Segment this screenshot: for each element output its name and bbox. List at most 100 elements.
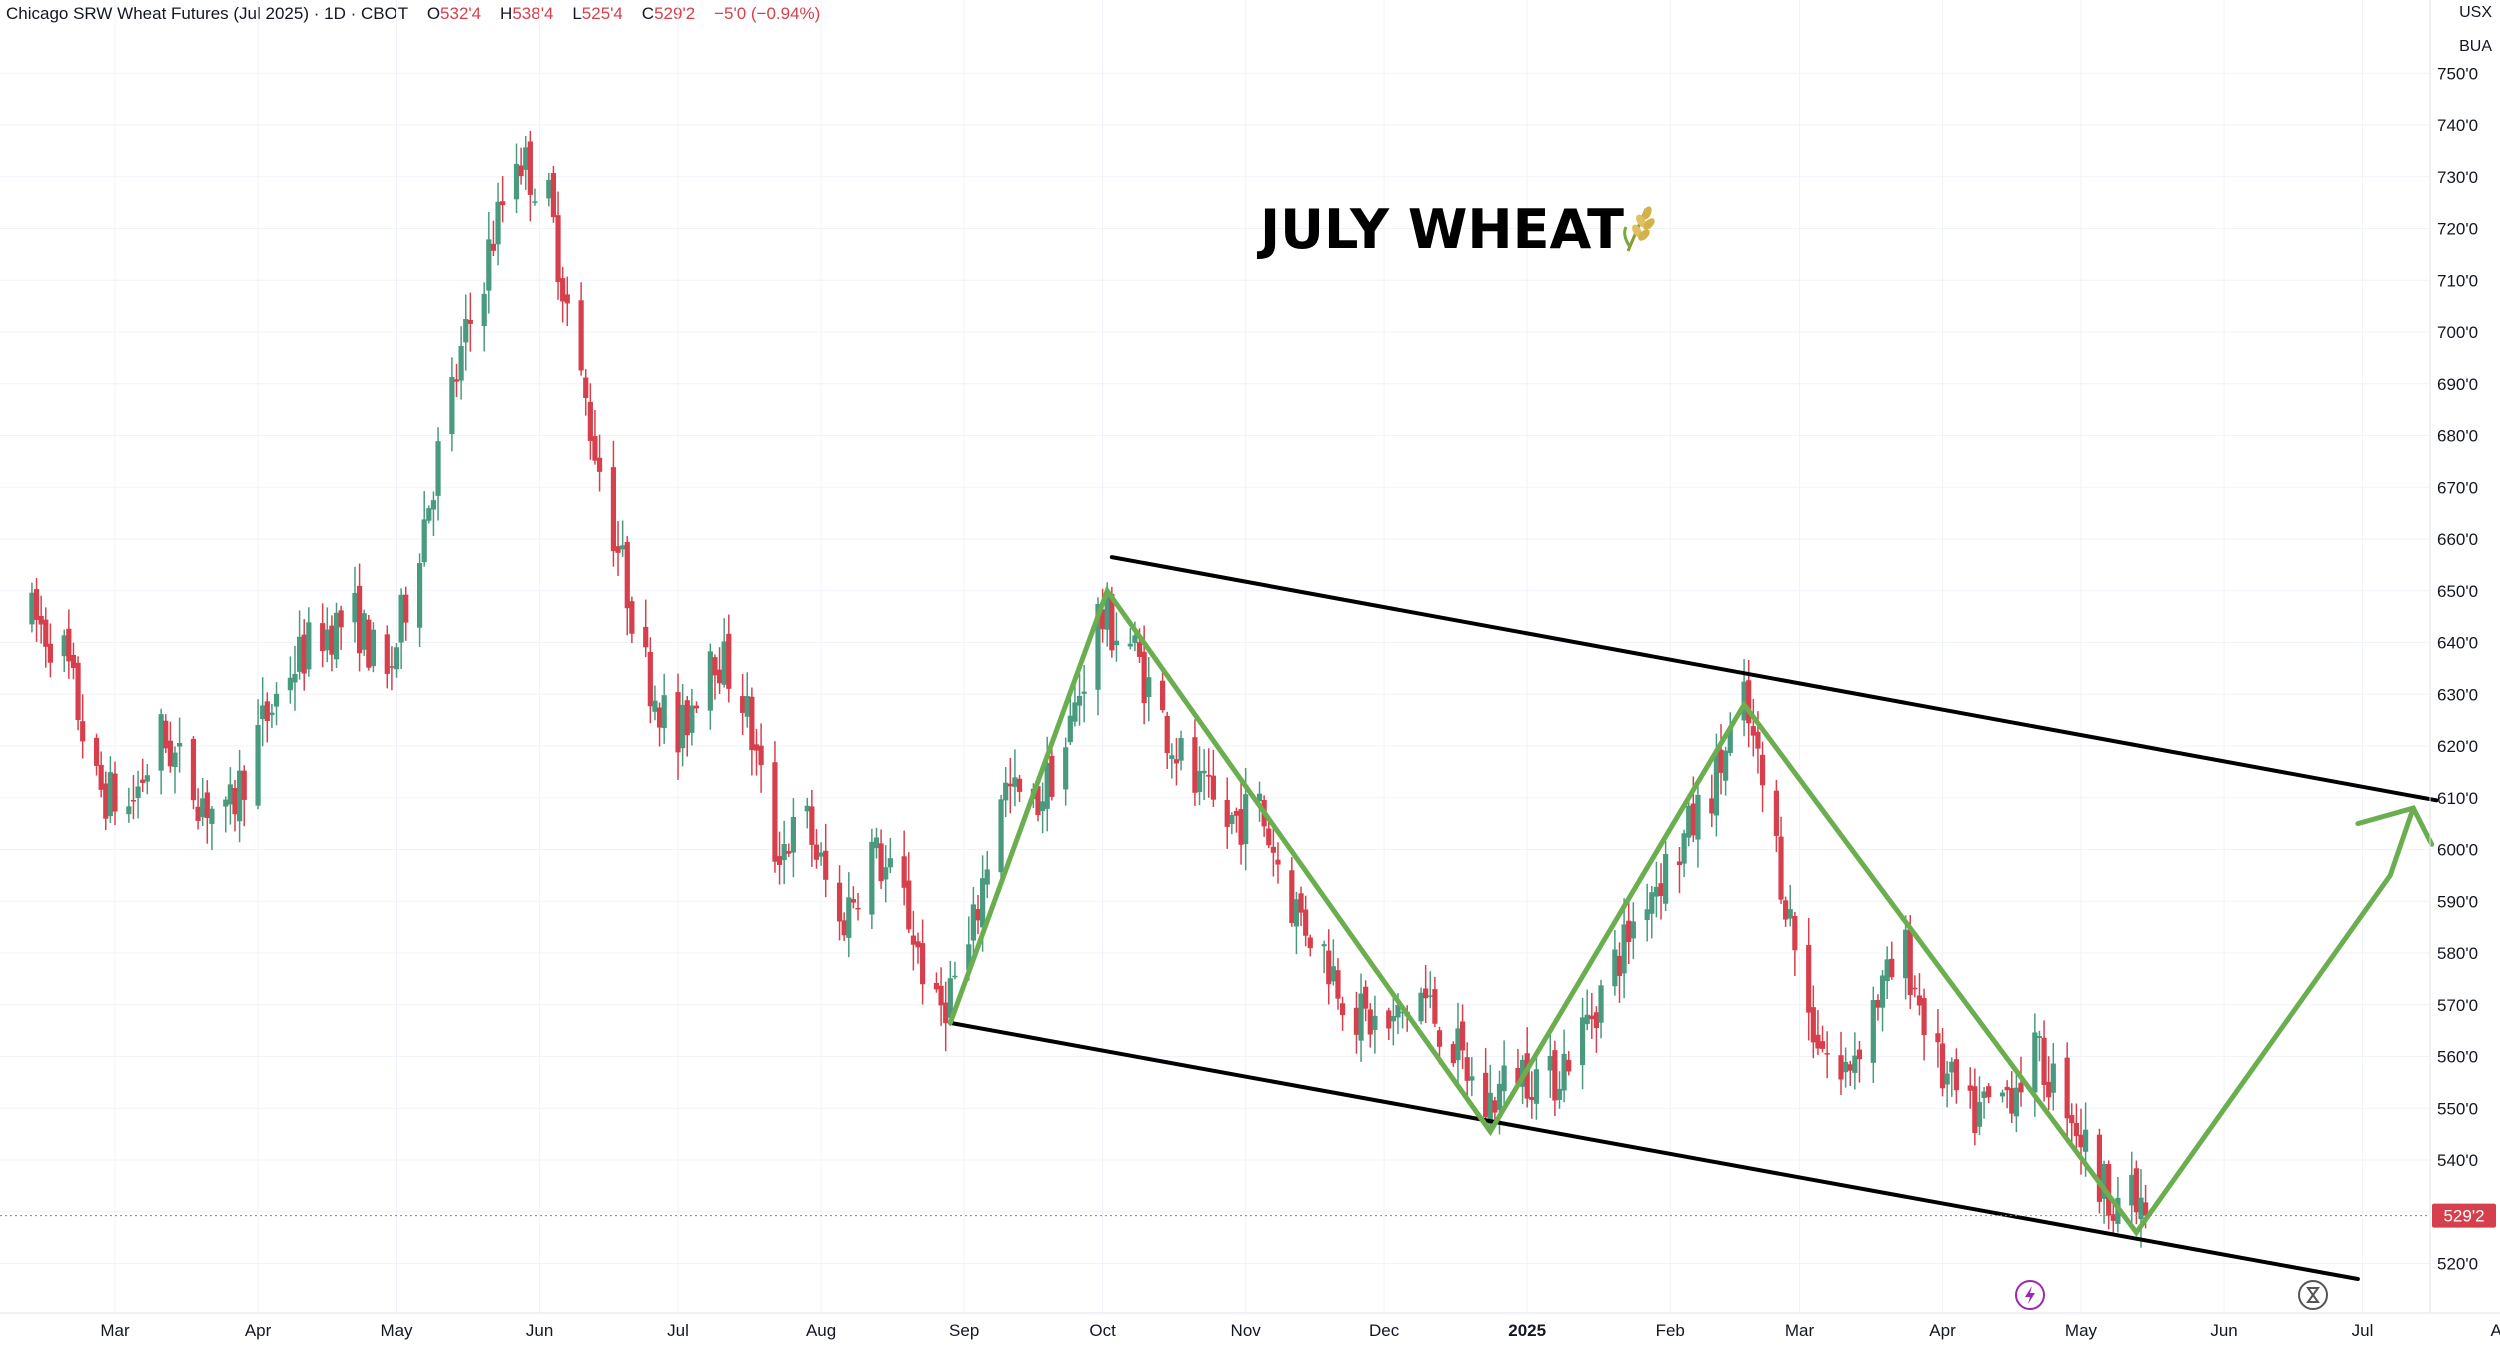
candle-body [453, 379, 460, 382]
candle [1007, 757, 1013, 814]
candle-body [449, 376, 455, 434]
projection-line[interactable] [947, 585, 2416, 1237]
candle-body [1298, 893, 1304, 913]
candle [1289, 857, 1295, 927]
candle-body [1040, 801, 1046, 812]
candle-body [1044, 762, 1050, 809]
candle [1598, 979, 1604, 1039]
interval[interactable]: 1D [324, 4, 346, 23]
candle-body [850, 899, 856, 903]
price-tick-label: 660'0 [2437, 530, 2478, 549]
candle-body [103, 783, 109, 819]
price-axis[interactable]: 520'0530'0540'0550'0560'0570'0580'0590'0… [2437, 64, 2478, 1273]
candle-body [550, 173, 557, 218]
candle [818, 842, 824, 866]
candle-body [1630, 921, 1636, 939]
candle [320, 603, 326, 668]
candle [1727, 712, 1733, 756]
currency-unit[interactable]: USX [2457, 4, 2494, 22]
trend-channel[interactable] [948, 555, 2439, 1282]
candle [1921, 988, 1927, 1061]
candle [435, 427, 441, 521]
projection-arrowhead[interactable] [2355, 805, 2435, 847]
candle [421, 491, 427, 567]
candle [1455, 1002, 1461, 1084]
candle [804, 797, 810, 829]
candle-body [273, 693, 280, 707]
candle-body [306, 622, 312, 670]
candle [306, 607, 312, 677]
candle [643, 599, 649, 658]
hourglass-icon[interactable] [2298, 1280, 2328, 1310]
candle-body [2009, 1088, 2015, 1114]
candle [1810, 985, 1816, 1059]
low-value: 525'4 [581, 4, 623, 23]
candle-body [1201, 770, 1207, 774]
candle-body [1095, 604, 1101, 690]
candle-body [1303, 909, 1309, 936]
candle [836, 865, 843, 941]
candle [615, 521, 621, 576]
candle-body [1653, 886, 1660, 897]
channel-line-lower[interactable] [948, 1020, 2360, 1282]
candle-body [1307, 937, 1313, 949]
projection-path[interactable] [947, 585, 2435, 1237]
channel-line-upper[interactable] [1109, 555, 2439, 803]
candle-body [1824, 1053, 1830, 1055]
candle [910, 910, 916, 971]
candle [1681, 829, 1687, 878]
candle [1418, 987, 1424, 1025]
open-value: 532'4 [440, 4, 482, 23]
candle-body [2138, 1197, 2144, 1220]
candle-body [29, 592, 35, 625]
candle-body [1289, 870, 1295, 924]
price-tick-label: 610'0 [2437, 789, 2478, 808]
candle [1783, 896, 1789, 927]
candle [680, 683, 686, 767]
candle-body [403, 594, 409, 623]
candle-body [389, 666, 395, 668]
close-value: 529'2 [654, 4, 696, 23]
candle [200, 777, 206, 826]
candle [1709, 774, 1715, 828]
candle [370, 622, 377, 673]
candle [1856, 1040, 1863, 1083]
candle-body [1884, 959, 1890, 982]
candle-body [1169, 755, 1175, 760]
candle-body [906, 880, 912, 930]
quantity-unit[interactable]: BUA [2457, 38, 2494, 56]
candle [1912, 975, 1918, 998]
time-tick-label: May [380, 1321, 413, 1340]
candle-body [1358, 993, 1364, 1041]
lightning-icon[interactable] [2015, 1280, 2045, 1310]
candle-body [712, 657, 718, 676]
candle-body [237, 770, 243, 822]
candle [1529, 1071, 1535, 1119]
price-tick-label: 750'0 [2437, 64, 2478, 83]
candle-body [1903, 929, 1909, 979]
candle-body [163, 720, 169, 749]
candle [1843, 1047, 1849, 1088]
candle [1321, 940, 1327, 974]
candle-body [1016, 778, 1023, 792]
candle-body [1173, 759, 1180, 764]
symbol-name[interactable]: Chicago SRW Wheat Futures (Jul 2025) [6, 4, 309, 23]
candle-body [495, 201, 501, 245]
candle-body [1363, 986, 1369, 1009]
candle-body [223, 799, 229, 807]
candle-body [744, 696, 750, 717]
candle [2133, 1160, 2139, 1225]
candle-body [2069, 1115, 2075, 1124]
candle [1649, 885, 1655, 939]
time-tick-label: Feb [1656, 1321, 1685, 1340]
candle-body [2101, 1163, 2107, 1199]
candle-body [338, 610, 344, 628]
candle [107, 756, 113, 823]
candle-body [264, 701, 270, 722]
candle-body [855, 907, 861, 910]
high-label: H [500, 4, 513, 23]
candle [467, 292, 473, 352]
candle [1852, 1032, 1858, 1090]
